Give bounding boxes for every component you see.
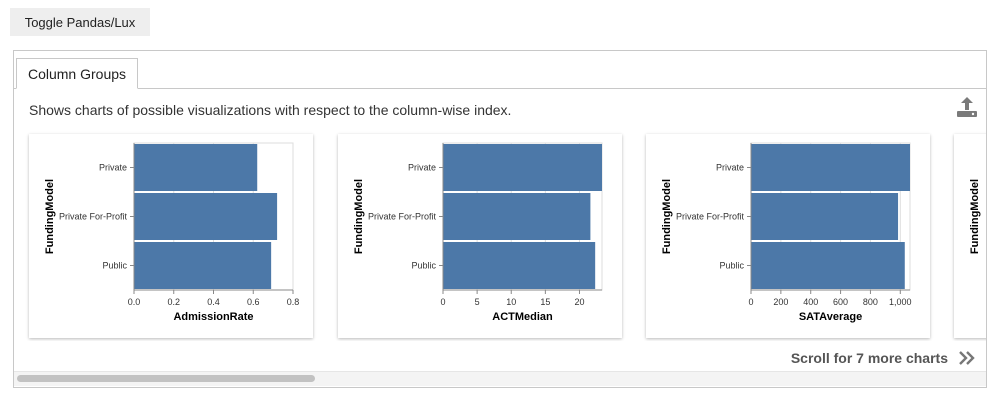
bar-chart: FundingModel Private Private For-Profit Pub… [44, 142, 300, 323]
y-tick-label: Private [408, 163, 436, 173]
y-tick-label: Private For-Profit [59, 212, 128, 222]
x-axis-title: AdmissionRate [173, 311, 253, 323]
x-tick-label: 15 [540, 297, 550, 307]
bar [134, 193, 278, 240]
chart-carousel[interactable]: FundingModel Private Private For-Profit Pub… [14, 131, 986, 341]
x-axis-title: ACTMedian [492, 311, 553, 323]
bar [751, 193, 899, 240]
y-tick-label: Private [716, 163, 744, 173]
x-tick-label: 0.0 [128, 297, 141, 307]
x-tick-label: 400 [803, 297, 818, 307]
x-tick-label: 0.6 [247, 297, 260, 307]
toggle-pandas-lux-button[interactable]: Toggle Pandas/Lux [10, 8, 150, 36]
export-icon[interactable] [956, 95, 978, 119]
bar-chart: FundingModel Private Private For-Profit Pub… [661, 142, 912, 323]
x-tick-label: 20 [574, 297, 584, 307]
x-axis-title: SATAverage [799, 311, 862, 323]
x-tick-label: 0 [748, 297, 753, 307]
x-tick-label: 200 [773, 297, 788, 307]
chart-card[interactable]: FundingModel Private Private For-Profit Pub… [338, 134, 622, 338]
x-tick-label: 800 [863, 297, 878, 307]
y-tick-label: Public [719, 261, 744, 271]
chart-card[interactable]: FundingModel Private Private For-Profit Pub… [646, 134, 930, 338]
scroll-more-label: Scroll for 7 more charts [790, 350, 948, 366]
y-axis-title: FundingModel [661, 179, 673, 254]
bar [443, 242, 596, 289]
x-tick-label: 0.2 [167, 297, 180, 307]
x-tick-label: 5 [475, 297, 480, 307]
tab-column-groups[interactable]: Column Groups [16, 58, 138, 89]
x-tick-label: 10 [506, 297, 516, 307]
bar [751, 144, 910, 191]
bar [443, 193, 591, 240]
x-tick-label: 600 [833, 297, 848, 307]
y-tick-label: Private For-Profit [368, 212, 437, 222]
bar-chart: FundingModel [969, 179, 981, 254]
scroll-more-charts[interactable]: Scroll for 7 more charts [791, 347, 976, 369]
x-tick-label: 1,000 [889, 297, 912, 307]
y-tick-label: Public [102, 261, 127, 271]
bar-chart: FundingModel Private Private For-Profit Pub… [353, 142, 603, 323]
bar [443, 144, 602, 191]
horizontal-scrollbar[interactable] [14, 371, 986, 386]
x-tick-label: 0 [440, 297, 445, 307]
y-tick-label: Public [411, 261, 436, 271]
y-axis-title: FundingModel [969, 179, 981, 254]
x-tick-label: 0.4 [207, 297, 220, 307]
tab-description: Shows charts of possible visualizations … [29, 102, 512, 118]
y-axis-title: FundingModel [353, 179, 365, 254]
bar [134, 144, 258, 191]
tab-bar-divider [14, 88, 986, 89]
x-tick-label: 0.8 [287, 297, 300, 307]
y-axis-title: FundingModel [44, 179, 56, 254]
y-tick-label: Private For-Profit [676, 212, 745, 222]
bar [751, 242, 905, 289]
chart-card[interactable]: FundingModel [954, 134, 986, 338]
bar [134, 242, 272, 289]
double-chevron-right-icon [959, 351, 975, 365]
lux-widget: Column Groups Shows charts of possible v… [13, 50, 987, 388]
chart-card[interactable]: FundingModel Private Private For-Profit Pub… [29, 134, 313, 338]
y-tick-label: Private [99, 163, 127, 173]
scrollbar-thumb[interactable] [17, 375, 315, 382]
